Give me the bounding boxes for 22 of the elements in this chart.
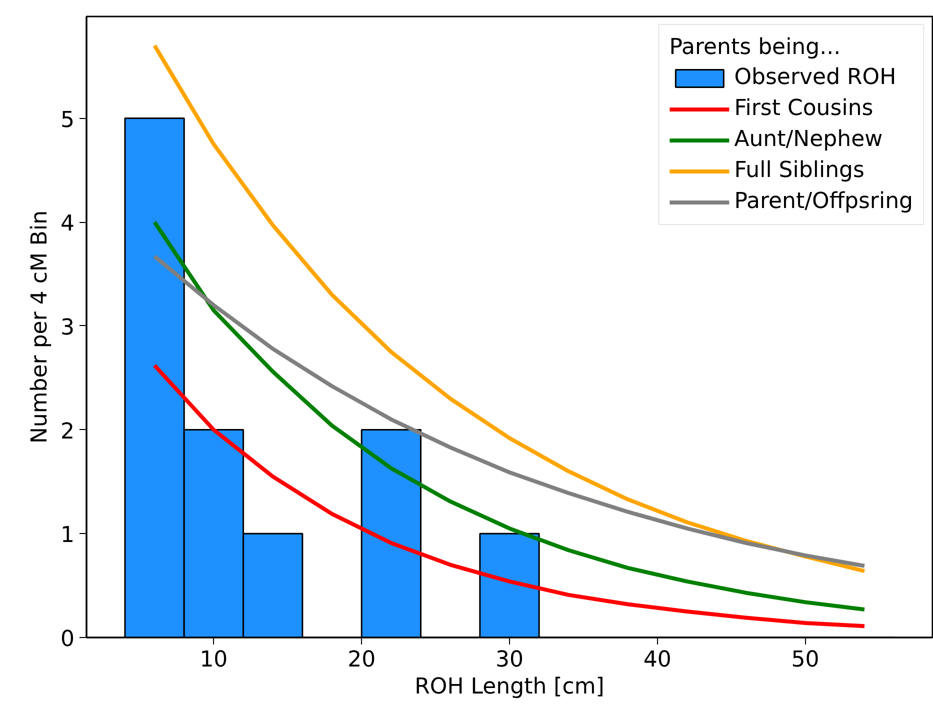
legend-label: Full Siblings xyxy=(734,158,864,183)
line-series xyxy=(152,254,866,568)
y-axis-title: Number per 4 cM Bin xyxy=(28,210,53,444)
line-series xyxy=(152,220,866,612)
legend-label: Parent/Offpsring xyxy=(734,189,913,214)
y-tick-label: 4 xyxy=(60,212,75,237)
x-tick-label: 20 xyxy=(348,648,376,672)
legend-label: Aunt/Nephew xyxy=(734,127,883,152)
x-tick-label: 10 xyxy=(200,648,228,672)
y-tick-label: 1 xyxy=(60,523,75,548)
x-axis-title: ROH Length [cm] xyxy=(414,674,604,700)
x-tick-label: 40 xyxy=(643,648,672,672)
legend-label: Observed ROH xyxy=(734,65,896,90)
legend-title: Parents being... xyxy=(669,35,842,60)
y-tick-label: 3 xyxy=(60,315,75,340)
y-tick-label: 0 xyxy=(60,627,75,652)
line-series xyxy=(152,363,866,628)
legend-label: First Cousins xyxy=(734,96,874,121)
y-tick-label: 5 xyxy=(60,108,75,133)
y-tick-label: 2 xyxy=(60,419,75,444)
x-tick-label: 50 xyxy=(791,648,820,672)
x-tick-label: 30 xyxy=(496,648,524,672)
